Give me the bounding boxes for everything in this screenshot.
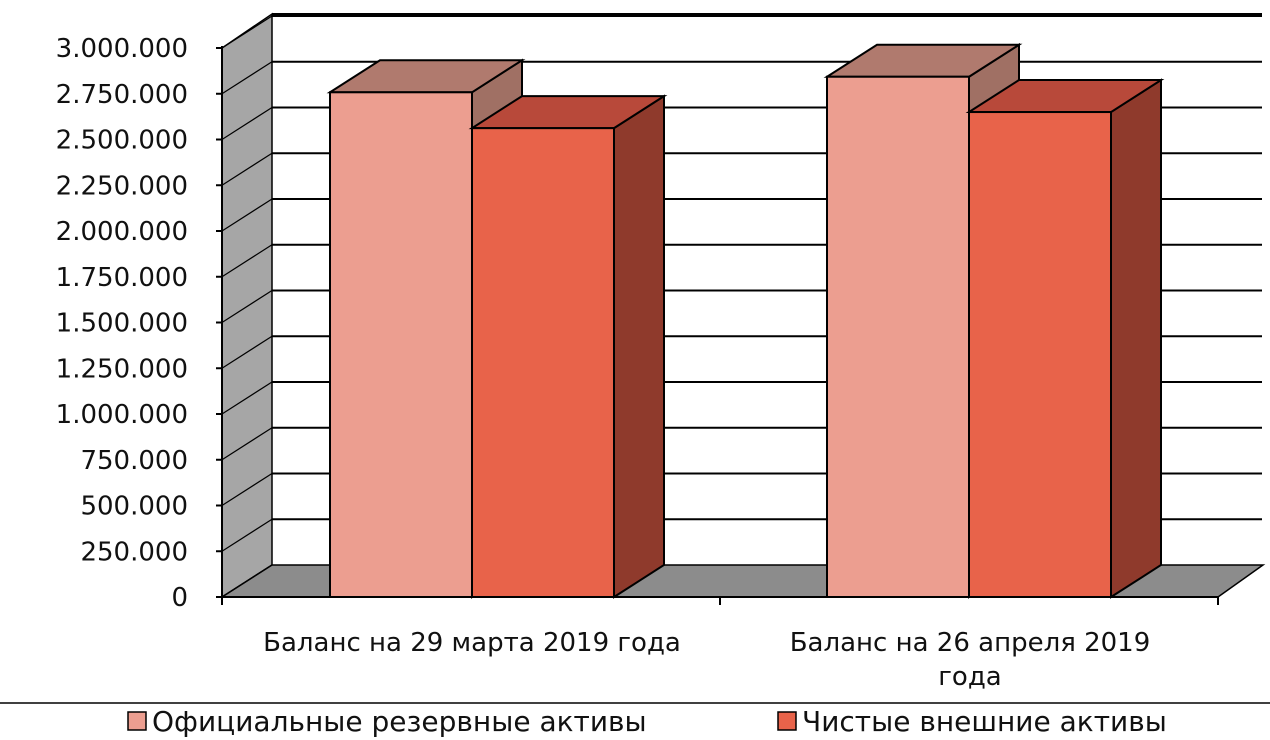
bar-net-external-0-side — [613, 94, 665, 599]
x-category-label: Баланс на 29 марта 2019 года — [263, 628, 681, 658]
bars — [326, 42, 1165, 599]
legend-label: Чистые внешние активы — [802, 705, 1167, 738]
y-tick-labels: 0 250.000 500.000 750.000 1.000.000 1.250.000… — [56, 34, 188, 613]
side-wall-gridline — [221, 244, 273, 278]
side-wall-gridline — [221, 289, 273, 324]
bar-official-reserves-0-front — [329, 91, 473, 598]
bar-official-reserves-1-front — [826, 75, 970, 598]
legend-swatch — [777, 711, 797, 731]
y-tick-label: 500.000 — [80, 492, 188, 522]
side-wall-gridline — [221, 198, 273, 232]
y-tick-label: 2.250.000 — [56, 171, 188, 201]
y-tick-label: 2.000.000 — [56, 217, 188, 247]
side-wall-gridline — [221, 427, 273, 461]
x-category-label-line: Баланс на 26 апреля 2019 — [790, 628, 1151, 658]
y-tick-label: 2.750.000 — [56, 80, 188, 110]
side-wall-gridline — [221, 518, 273, 552]
y-tick-label: 1.250.000 — [56, 354, 188, 384]
y-tick-label: 0 — [171, 583, 188, 613]
y-tick-label: 1.750.000 — [56, 263, 188, 293]
y-tick-label: 2.500.000 — [56, 126, 188, 156]
y-tick-label: 250.000 — [80, 537, 188, 567]
side-wall-gridline — [221, 106, 273, 141]
bar-net-external-1-side — [1110, 78, 1162, 599]
bar-net-external-0-front — [471, 127, 615, 599]
legend-box — [0, 702, 1270, 740]
side-wall-gridline — [221, 472, 273, 507]
side-wall-gridline — [221, 152, 273, 186]
bar-net-external-1 — [965, 78, 1165, 599]
legend-item-official-reserves: Официальные резервные активы — [127, 705, 647, 738]
legend: Официальные резервные активы Чистые внешн… — [0, 702, 1270, 740]
y-tick-label: 1.000.000 — [56, 400, 188, 430]
side-wall — [221, 12, 273, 599]
bar-net-external-1-front — [968, 111, 1112, 599]
side-wall-gridline — [221, 335, 273, 369]
side-wall-gridline — [221, 15, 273, 49]
x-category-label: Баланс на 26 апреля 2019 года — [790, 628, 1151, 692]
x-category-label-line: Баланс на 29 марта 2019 года — [263, 628, 681, 658]
legend-swatch — [127, 711, 147, 731]
x-category-label-line: года — [938, 662, 1001, 692]
bar-net-external-0 — [468, 94, 668, 599]
y-tick-label: 750.000 — [80, 446, 188, 476]
side-wall-gridline — [221, 61, 273, 95]
legend-item-net-external: Чистые внешние активы — [777, 705, 1167, 738]
y-tick-label: 1.500.000 — [56, 309, 188, 339]
y-tick-label: 3.000.000 — [56, 34, 188, 64]
legend-label: Официальные резервные активы — [152, 705, 647, 738]
side-wall-gridline — [221, 564, 273, 598]
axes — [216, 46, 1219, 605]
side-wall-gridline — [221, 381, 273, 415]
x-category-labels: Баланс на 29 марта 2019 года Баланс на 26… — [263, 628, 1150, 692]
